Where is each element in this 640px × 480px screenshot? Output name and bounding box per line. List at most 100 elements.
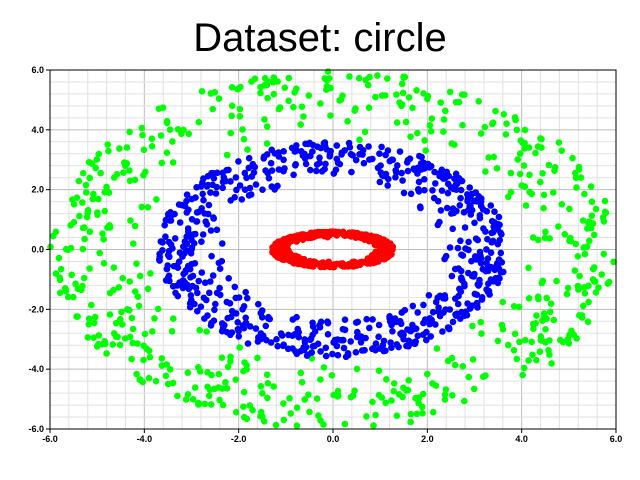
data-point-series-0 [138,203,146,211]
data-point-series-0 [393,91,400,98]
data-point-series-1 [425,292,433,299]
data-point-series-0 [317,100,324,107]
data-point-series-0 [571,267,579,274]
data-point-series-1 [254,300,262,308]
data-point-series-0 [530,325,537,333]
data-point-series-1 [405,337,413,345]
data-point-series-1 [223,166,230,174]
data-point-series-0 [298,378,306,386]
data-point-series-1 [386,313,393,320]
data-point-series-1 [290,171,297,179]
data-point-series-0 [216,396,223,404]
data-point-series-1 [357,339,365,346]
data-point-series-0 [72,280,79,288]
data-point-series-0 [228,84,236,91]
data-point-series-0 [95,195,102,203]
data-point-series-1 [447,184,455,191]
data-point-series-0 [610,258,617,266]
data-point-series-0 [86,174,93,182]
data-point-series-0 [521,336,529,344]
data-point-series-1 [280,156,287,164]
data-point-series-0 [145,374,153,382]
data-point-series-0 [398,80,406,88]
data-point-series-0 [191,384,199,391]
data-point-series-0 [153,196,160,203]
data-point-series-0 [583,243,591,250]
data-point-series-1 [171,210,178,218]
data-point-series-1 [311,328,319,335]
data-point-series-0 [500,111,508,118]
x-tick-label: -6.0 [42,434,58,444]
data-point-series-0 [542,228,549,236]
data-point-series-1 [207,227,215,234]
data-point-series-0 [533,356,540,364]
data-point-series-1 [494,259,501,267]
data-point-series-0 [232,376,239,384]
data-point-series-1 [318,168,326,175]
data-point-series-0 [205,392,213,400]
data-point-series-0 [196,400,203,407]
data-point-series-2 [364,257,372,265]
data-point-series-0 [135,302,143,310]
data-point-series-0 [119,274,126,282]
data-point-series-0 [115,284,123,291]
data-point-series-0 [587,183,595,190]
data-point-series-1 [182,269,189,276]
data-point-series-0 [390,387,398,395]
data-point-series-1 [183,197,190,205]
data-point-series-1 [218,320,226,327]
data-point-series-0 [413,410,421,418]
data-point-series-1 [246,184,254,192]
data-point-series-1 [380,337,388,345]
data-point-series-1 [477,259,485,267]
data-point-series-0 [545,161,553,169]
data-point-series-0 [604,280,612,287]
data-point-series-0 [91,313,99,321]
data-point-series-1 [459,252,467,259]
data-point-series-2 [345,262,352,269]
data-point-series-1 [484,235,491,243]
data-point-series-1 [200,175,207,182]
data-point-series-1 [455,175,463,182]
data-point-series-0 [148,143,156,150]
data-point-series-1 [259,186,266,193]
data-point-series-0 [503,120,510,127]
data-point-series-0 [574,252,582,260]
data-point-series-0 [567,234,574,242]
data-point-series-0 [198,88,206,95]
data-point-series-0 [580,284,588,291]
data-point-series-0 [590,231,598,239]
data-point-series-0 [127,217,134,224]
data-point-series-1 [194,307,201,315]
data-point-series-1 [339,325,347,333]
data-point-series-1 [324,331,332,338]
data-point-series-0 [442,107,449,115]
data-point-series-2 [283,248,291,255]
data-point-series-0 [204,369,211,376]
x-tick-label: -4.0 [137,434,153,444]
data-point-series-1 [483,286,490,293]
data-point-series-0 [566,205,573,213]
data-point-series-1 [456,202,464,209]
data-point-series-0 [372,411,379,419]
data-point-series-0 [405,94,413,101]
data-point-series-0 [55,254,63,262]
data-point-series-2 [299,231,306,239]
data-point-series-1 [244,294,251,302]
data-point-series-0 [512,116,519,124]
data-point-series-1 [309,343,317,350]
data-point-series-0 [507,169,515,177]
data-point-series-1 [372,340,380,347]
data-point-series-1 [293,142,300,149]
data-point-series-1 [329,350,336,358]
data-point-series-1 [317,348,324,355]
data-point-series-1 [235,333,243,340]
data-point-series-0 [432,382,440,389]
data-point-series-1 [234,319,241,326]
data-point-series-1 [438,187,446,194]
data-point-series-0 [162,372,170,380]
data-point-series-0 [151,315,158,322]
data-point-series-0 [174,126,182,133]
data-point-series-0 [103,187,111,195]
data-point-series-1 [497,249,505,257]
